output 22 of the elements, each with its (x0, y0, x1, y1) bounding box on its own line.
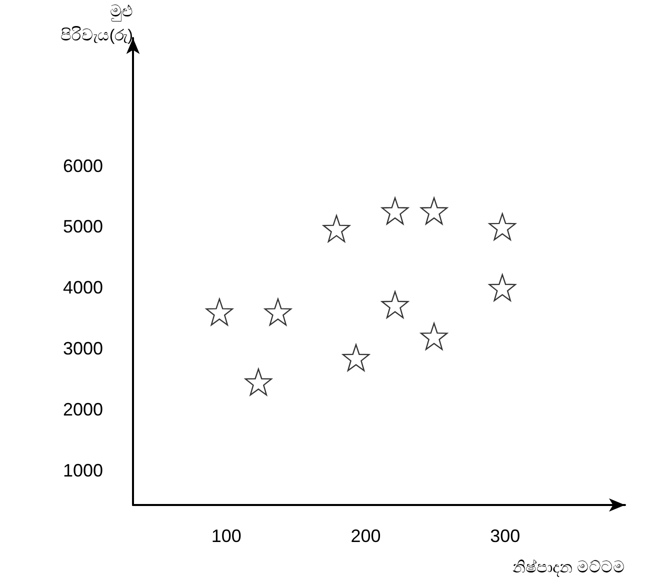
point (342, 344, 370, 372)
y-tick-label: 4000 (62, 278, 103, 298)
point (206, 298, 234, 326)
x-tick-label: 200 (350, 526, 381, 546)
point (322, 214, 350, 242)
y-axis-title: මුළු පිරිවැය(රු) (60, 4, 133, 44)
point (381, 197, 409, 225)
y-tick-label: 6000 (62, 156, 103, 176)
point (420, 322, 448, 350)
y-tick-label: 1000 (62, 460, 103, 480)
y-tick-label: 5000 (62, 216, 103, 237)
y-tick-label: 2000 (62, 399, 103, 420)
x-tick-label: 100 (211, 526, 242, 546)
point (420, 197, 448, 225)
point (381, 291, 409, 318)
point (264, 298, 292, 326)
x-tick-label: 300 (490, 526, 520, 546)
x-axis-title: නිෂ්පාදන මට්ටම (512, 558, 625, 576)
y-tick-label: 3000 (62, 338, 103, 359)
point (488, 274, 516, 302)
point (488, 213, 516, 240)
point (244, 368, 272, 396)
